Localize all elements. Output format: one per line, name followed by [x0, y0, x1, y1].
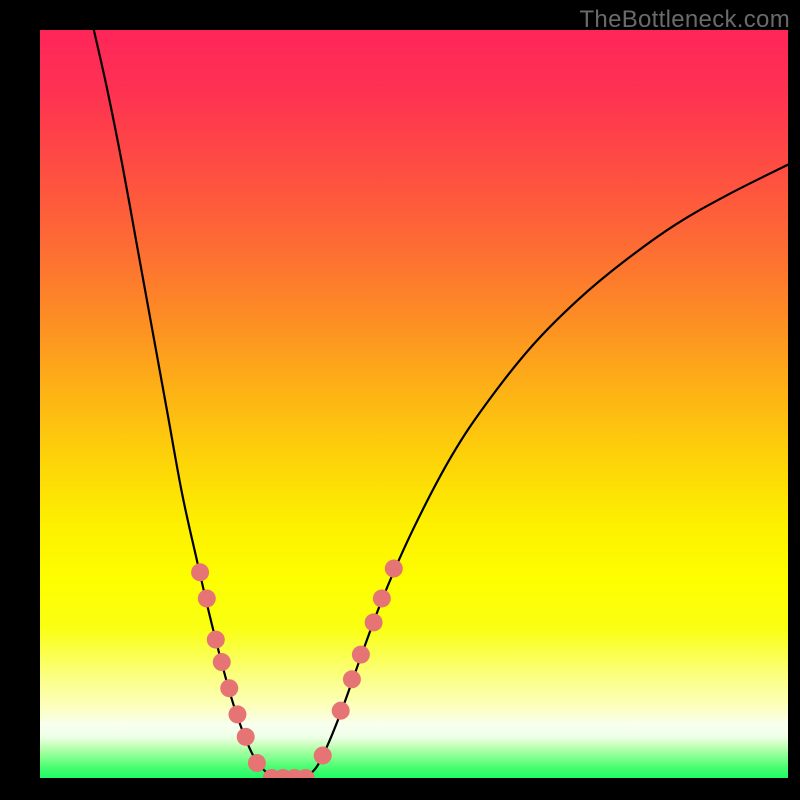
data-marker	[365, 613, 383, 631]
data-marker	[207, 631, 225, 649]
plot-area	[40, 30, 788, 778]
data-marker	[314, 747, 332, 765]
data-marker	[198, 589, 216, 607]
gradient-background	[40, 30, 788, 778]
data-marker	[352, 646, 370, 664]
data-marker	[220, 679, 238, 697]
data-marker	[237, 728, 255, 746]
data-marker	[343, 670, 361, 688]
data-marker	[332, 702, 350, 720]
data-marker	[248, 754, 266, 772]
chart-svg	[40, 30, 788, 778]
watermark-text: TheBottleneck.com	[579, 6, 790, 34]
data-marker	[213, 653, 231, 671]
data-marker	[191, 563, 209, 581]
data-marker	[373, 589, 391, 607]
data-marker	[228, 705, 246, 723]
data-marker	[385, 560, 403, 578]
